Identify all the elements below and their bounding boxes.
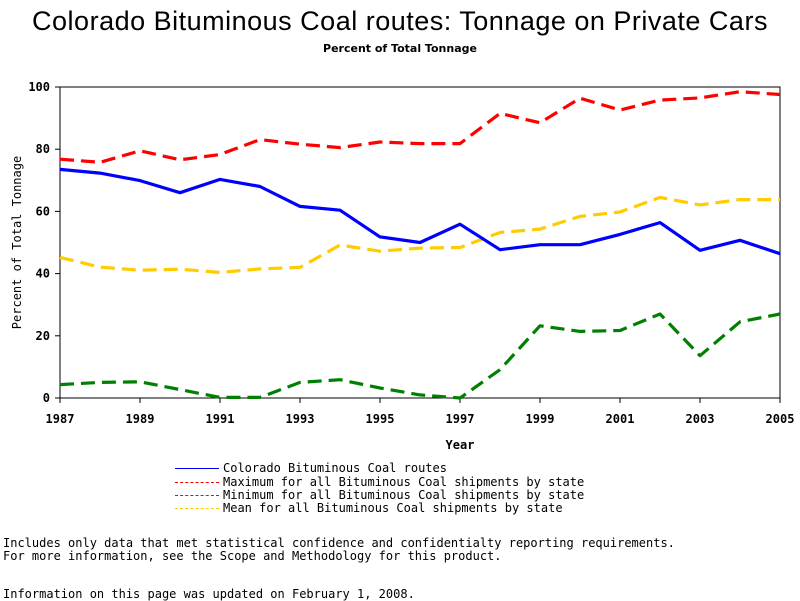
legend-label: Colorado Bituminous Coal routes (223, 461, 447, 475)
series-line-mean (59, 195, 780, 274)
x-tick-label: 1987 (46, 412, 75, 426)
x-tick-label: 2003 (686, 412, 715, 426)
x-tick-label: 1995 (366, 412, 395, 426)
legend-swatch (175, 481, 219, 483)
legend-item: Colorado Bituminous Coal routes (175, 461, 447, 475)
x-tick-label: 2005 (766, 412, 795, 426)
x-tick-label: 1993 (286, 412, 315, 426)
legend-label: Mean for all Bituminous Coal shipments b… (223, 501, 563, 515)
legend-label: Maximum for all Bituminous Coal shipment… (223, 475, 585, 489)
y-tick-label: 80 (36, 142, 50, 156)
legend-swatch (175, 507, 219, 509)
legend-item: Maximum for all Bituminous Coal shipment… (175, 475, 584, 489)
y-tick-label: 100 (28, 80, 50, 94)
y-tick-label: 20 (36, 329, 50, 343)
chart-title: Colorado Bituminous Coal routes: Tonnage… (32, 6, 768, 36)
footnote-methodology: For more information, see the Scope and … (3, 549, 502, 563)
legend-item: Minimum for all Bituminous Coal shipment… (175, 488, 584, 502)
legend-swatch (175, 494, 219, 496)
x-tick-label: 2001 (606, 412, 635, 426)
x-tick-label: 1999 (526, 412, 555, 426)
y-tick-label: 60 (36, 204, 50, 218)
x-axis-label: Year (446, 438, 475, 452)
x-tick-label: 1989 (126, 412, 155, 426)
x-tick-label: 1991 (206, 412, 235, 426)
plot-frame (59, 86, 781, 399)
series-line-maximum (59, 90, 781, 164)
y-axis-label: Percent of Total Tonnage (10, 156, 24, 329)
legend-item: Mean for all Bituminous Coal shipments b… (175, 501, 563, 515)
y-tick-label: 0 (43, 391, 50, 405)
footnote-updated: Information on this page was updated on … (3, 587, 415, 601)
chart-subtitle: Percent of Total Tonnage (323, 42, 477, 55)
y-tick-label: 40 (36, 267, 50, 281)
series-line-colorado-routes (59, 167, 781, 256)
x-tick-label: 1997 (446, 412, 475, 426)
footnote-confidence: Includes only data that met statistical … (3, 536, 675, 550)
legend-swatch (175, 467, 219, 469)
series-line-minimum (59, 312, 781, 400)
legend-label: Minimum for all Bituminous Coal shipment… (223, 488, 585, 502)
